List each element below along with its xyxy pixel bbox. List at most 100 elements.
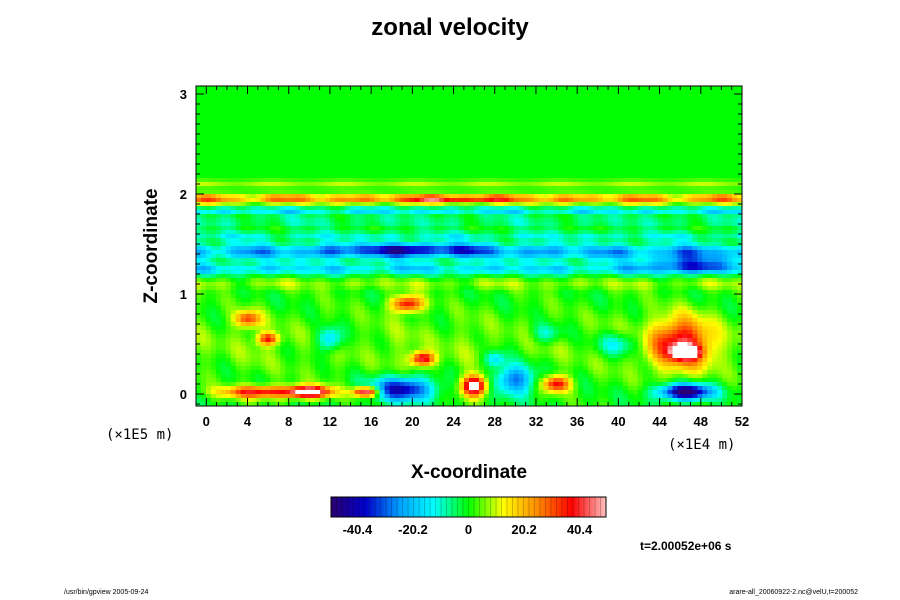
heatmap-cell xyxy=(712,102,718,107)
heatmap-cell xyxy=(622,234,629,239)
heatmap-cell xyxy=(503,234,510,239)
heatmap-cell xyxy=(523,174,530,179)
heatmap-cell xyxy=(498,210,505,215)
heatmap-cell xyxy=(598,142,604,147)
heatmap-cell xyxy=(414,190,420,195)
heatmap-cell xyxy=(464,190,470,195)
heatmap-cell xyxy=(543,166,550,171)
heatmap-cell xyxy=(196,94,202,99)
heatmap-cell xyxy=(295,174,301,179)
heatmap-cell xyxy=(235,254,242,259)
heatmap-cell xyxy=(578,190,584,195)
heatmap-cell xyxy=(563,154,569,159)
heatmap-cell xyxy=(394,202,401,207)
heatmap-cell xyxy=(523,194,530,199)
heatmap-cell xyxy=(235,142,242,147)
heatmap-cell xyxy=(449,110,455,115)
heatmap-cell xyxy=(469,174,475,179)
heatmap-cell xyxy=(325,214,331,219)
heatmap-cell xyxy=(359,98,366,103)
heatmap-cell xyxy=(603,138,609,143)
heatmap-cell xyxy=(518,226,525,231)
heatmap-cell xyxy=(285,98,291,103)
heatmap-cell xyxy=(607,162,614,167)
heatmap-cell xyxy=(399,194,406,199)
heatmap-cell xyxy=(280,242,286,247)
heatmap-cell xyxy=(344,122,351,127)
heatmap-cell xyxy=(260,150,267,155)
heatmap-cell xyxy=(409,246,415,251)
heatmap-cell xyxy=(369,210,376,215)
heatmap-cell xyxy=(692,174,698,179)
heatmap-cell xyxy=(528,226,535,231)
heatmap-cell xyxy=(389,214,396,219)
heatmap-cell xyxy=(652,86,659,91)
heatmap-cell xyxy=(196,114,202,119)
heatmap-cell xyxy=(632,166,639,171)
heatmap-cell xyxy=(632,146,639,151)
heatmap-cell xyxy=(493,106,500,111)
heatmap-cell xyxy=(404,114,411,119)
heatmap-cell xyxy=(593,118,599,123)
heatmap-cell xyxy=(220,166,227,171)
heatmap-cell xyxy=(647,262,654,267)
heatmap-cell xyxy=(702,202,708,207)
heatmap-cell xyxy=(478,98,485,103)
heatmap-cell xyxy=(687,150,693,155)
heatmap-cell xyxy=(220,202,227,207)
heatmap-cell xyxy=(528,90,535,95)
heatmap-cell xyxy=(245,134,252,139)
heatmap-cell xyxy=(196,254,202,259)
heatmap-cell xyxy=(563,150,569,155)
heatmap-cell xyxy=(320,198,326,203)
heatmap-cell xyxy=(270,226,277,231)
heatmap-cell xyxy=(300,230,306,235)
heatmap-cell xyxy=(275,142,281,147)
heatmap-cell xyxy=(270,246,277,251)
heatmap-cell xyxy=(374,142,381,147)
heatmap-cell xyxy=(315,266,321,271)
heatmap-cell xyxy=(617,90,624,95)
heatmap-cell xyxy=(215,162,222,167)
heatmap-cell xyxy=(627,210,634,215)
heatmap-cell xyxy=(573,138,579,143)
heatmap-cell xyxy=(399,126,406,131)
heatmap-cell xyxy=(369,110,376,115)
heatmap-cell xyxy=(235,214,242,219)
heatmap-cell xyxy=(478,126,485,131)
heatmap-cell xyxy=(677,102,684,107)
heatmap-cell xyxy=(627,198,634,203)
heatmap-cell xyxy=(315,146,321,151)
heatmap-cell xyxy=(622,250,629,255)
heatmap-cell xyxy=(722,206,728,211)
heatmap-cell xyxy=(205,114,212,119)
heatmap-cell xyxy=(553,106,559,111)
heatmap-cell xyxy=(220,198,227,203)
heatmap-cell xyxy=(508,122,515,127)
heatmap-cell xyxy=(384,170,391,175)
heatmap-cell xyxy=(732,182,738,187)
heatmap-cell xyxy=(369,94,376,99)
heatmap-cell xyxy=(419,254,425,259)
heatmap-cell xyxy=(424,246,430,251)
heatmap-cell xyxy=(657,126,664,131)
heatmap-cell xyxy=(543,190,550,195)
heatmap-cell xyxy=(722,138,728,143)
heatmap-cell xyxy=(518,218,525,223)
heatmap-cell xyxy=(409,258,415,263)
heatmap-cell xyxy=(469,222,475,227)
heatmap-cell xyxy=(687,242,693,247)
heatmap-cell xyxy=(478,262,485,267)
heatmap-cell xyxy=(677,134,684,139)
heatmap-cell xyxy=(379,250,386,255)
heatmap-cell xyxy=(637,130,644,135)
heatmap-cell xyxy=(394,226,401,231)
heatmap-cell xyxy=(320,246,326,251)
heatmap-cell xyxy=(310,138,316,143)
heatmap-cell xyxy=(647,146,654,151)
heatmap-cell xyxy=(464,202,470,207)
heatmap-cell xyxy=(603,90,609,95)
heatmap-cell xyxy=(473,86,480,91)
heatmap-cell xyxy=(568,258,574,263)
heatmap-cell xyxy=(459,146,465,151)
